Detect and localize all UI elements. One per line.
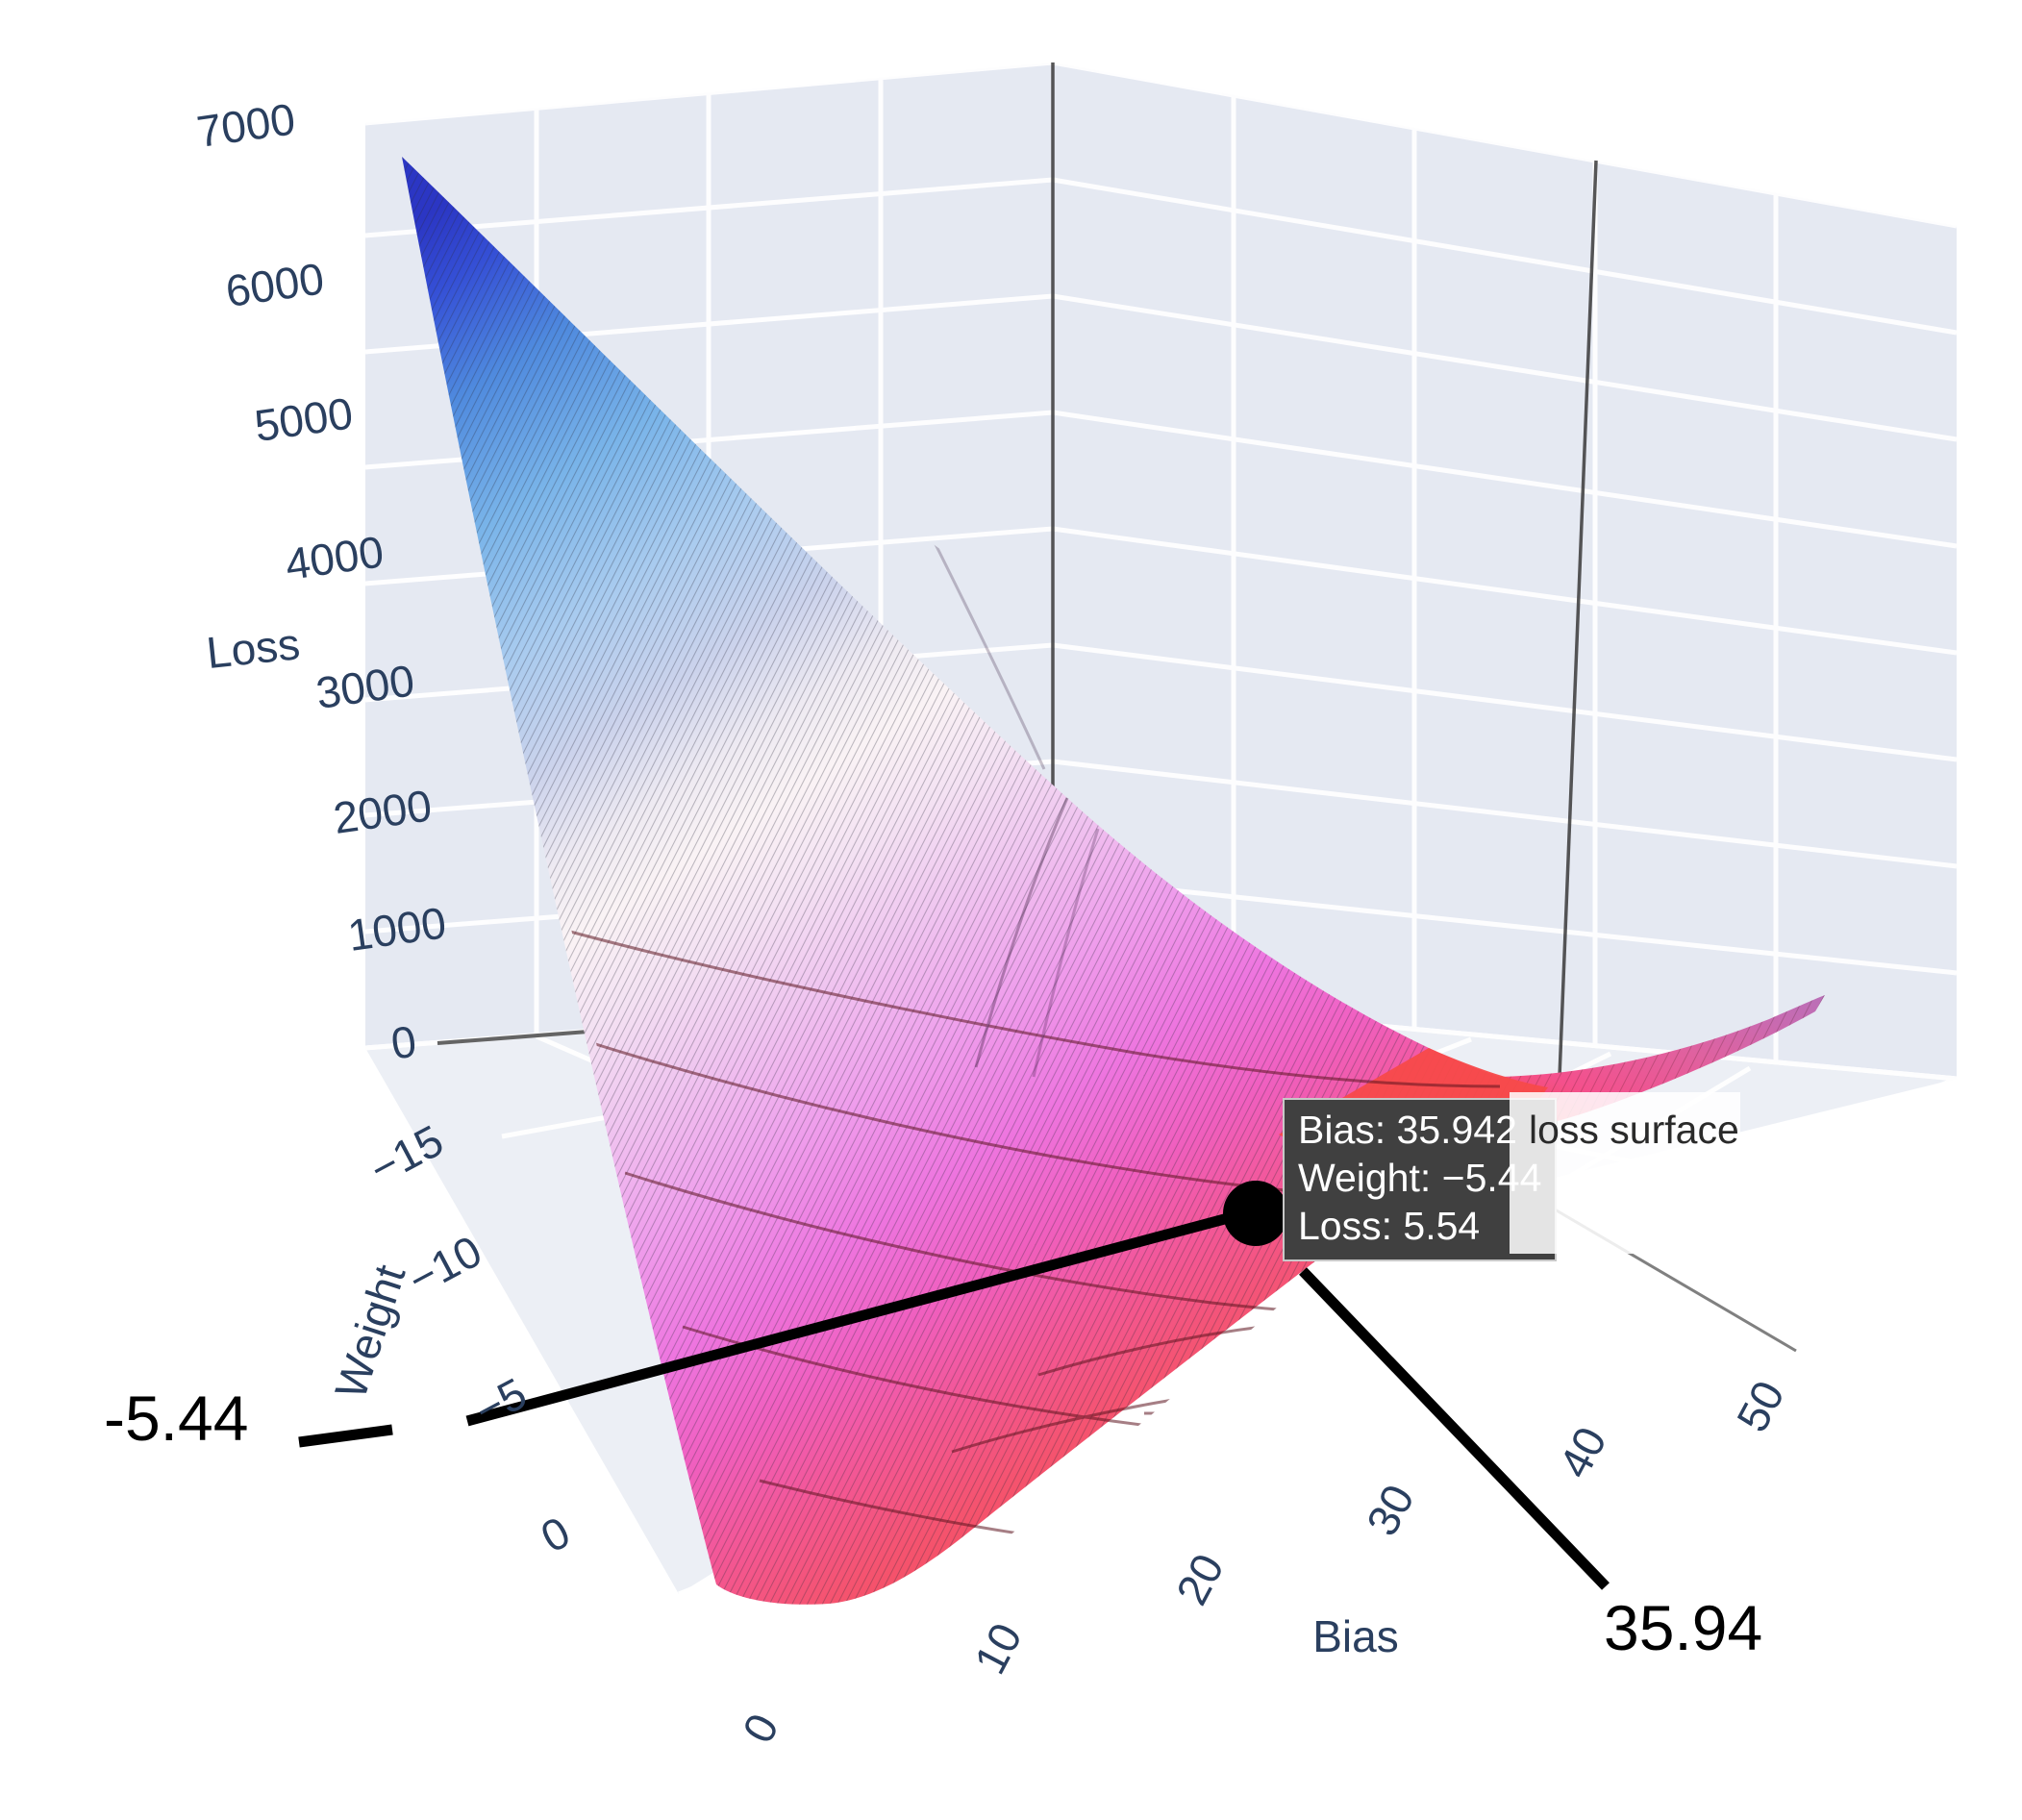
legend-item-label: loss surface <box>1529 1108 1739 1152</box>
z-tick-1: 6000 <box>222 253 327 316</box>
weight-callout-value: -5.44 <box>104 1383 249 1454</box>
pane-edge-right <box>1558 160 1598 1078</box>
x-tick-2: 20 <box>1166 1546 1234 1613</box>
tooltip-bias: Bias: 35.942 <box>1298 1108 1517 1152</box>
x-tick-4: 40 <box>1549 1419 1616 1486</box>
bias-callout-value: 35.94 <box>1604 1592 1763 1663</box>
y-tick-2: −5 <box>466 1368 535 1436</box>
z-axis-title: Loss <box>204 618 302 678</box>
legend[interactable]: loss surface <box>1510 1092 1740 1254</box>
z-tick-2: 5000 <box>251 387 356 451</box>
y-tick-3: 0 <box>533 1507 578 1562</box>
z-tick-0: 7000 <box>193 93 298 157</box>
y-axis-title: Weight <box>325 1259 415 1405</box>
x-tick-5: 50 <box>1727 1373 1794 1440</box>
x-axis-title: Bias <box>1312 1611 1398 1661</box>
tooltip-loss: Loss: 5.54 <box>1298 1204 1481 1249</box>
x-tick-1: 10 <box>964 1615 1032 1683</box>
x-tick-3: 30 <box>1357 1477 1424 1544</box>
leader-weight-outer <box>298 1424 393 1448</box>
callout-leaders <box>298 1208 1610 1590</box>
pane-back-right <box>1053 62 1957 1079</box>
selected-point-marker[interactable] <box>1223 1181 1288 1246</box>
leader-weight-inner <box>465 1208 1248 1427</box>
leader-bias <box>1299 1267 1610 1590</box>
x-tick-0: 0 <box>733 1706 788 1751</box>
tooltip-weight: Weight: −5.44 <box>1298 1156 1542 1201</box>
